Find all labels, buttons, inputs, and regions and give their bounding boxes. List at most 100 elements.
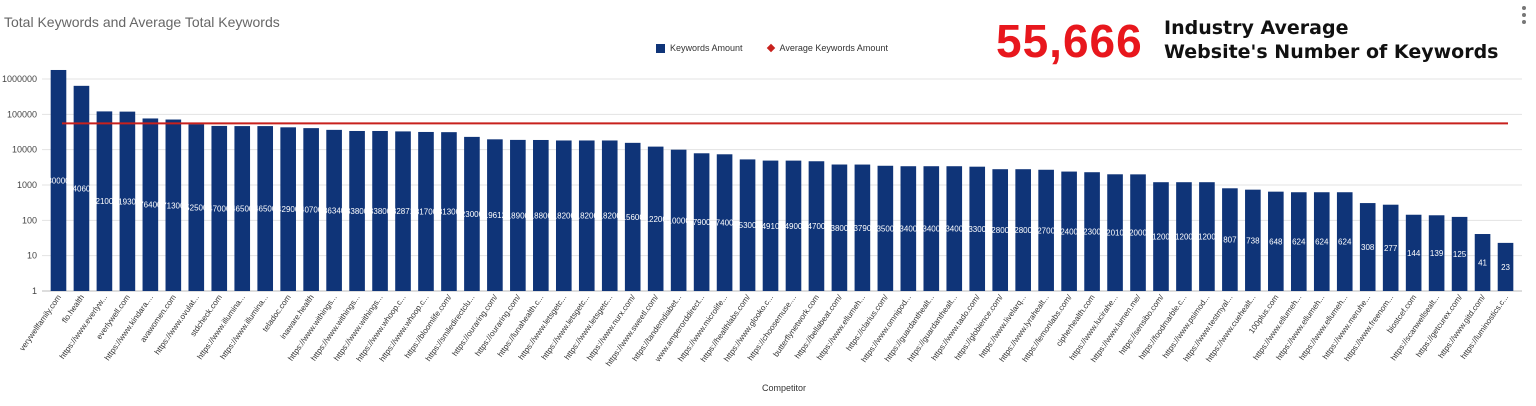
data-label: 308 bbox=[1361, 243, 1375, 252]
bar bbox=[1061, 171, 1077, 291]
bar bbox=[1245, 189, 1261, 291]
legend-label-keywords[interactable]: Keywords Amount bbox=[670, 43, 743, 53]
data-label: 4900 bbox=[785, 222, 803, 231]
data-label: 40700 bbox=[300, 206, 323, 215]
data-label: 32871 bbox=[392, 207, 415, 216]
data-label: 33800 bbox=[369, 207, 392, 216]
bar bbox=[280, 127, 296, 291]
data-label: 2800 bbox=[991, 226, 1009, 235]
data-label: 144 bbox=[1407, 249, 1421, 258]
data-label: 12200 bbox=[645, 215, 668, 224]
chart-title: Total Keywords and Average Total Keyword… bbox=[4, 14, 280, 30]
data-label: 47000 bbox=[208, 204, 231, 213]
bar bbox=[533, 139, 549, 291]
kpi-label: Industry Average Website's Number of Key… bbox=[1164, 16, 1498, 64]
bar bbox=[877, 165, 894, 291]
y-tick-label: 1000 bbox=[17, 180, 37, 190]
bar bbox=[555, 140, 572, 291]
bar bbox=[1107, 174, 1123, 291]
data-label: 3800 bbox=[831, 224, 849, 233]
data-label: 3400 bbox=[922, 225, 940, 234]
data-label: 23000 bbox=[461, 210, 484, 219]
bar bbox=[165, 119, 182, 291]
data-label: 624 bbox=[1315, 238, 1329, 247]
bar bbox=[119, 111, 136, 292]
bar bbox=[762, 160, 779, 291]
data-label: 3500 bbox=[876, 224, 894, 233]
bar bbox=[510, 139, 526, 291]
data-label: 3400 bbox=[899, 225, 917, 234]
bar bbox=[969, 166, 986, 291]
legend-swatch-bars bbox=[656, 43, 665, 53]
bar bbox=[808, 161, 825, 291]
bar bbox=[670, 149, 687, 291]
data-label: 738 bbox=[1246, 236, 1260, 245]
chart-legend: Keywords Amount Average Keywords Amount bbox=[656, 43, 888, 53]
bar bbox=[693, 153, 710, 291]
bar bbox=[601, 140, 618, 291]
data-label: 31700 bbox=[415, 207, 438, 216]
data-label: 52500 bbox=[185, 204, 208, 213]
data-label: 119300 bbox=[114, 197, 141, 206]
bar bbox=[50, 69, 67, 291]
y-tick-label: 1000000 bbox=[2, 74, 37, 84]
kpi-value: 55,666 bbox=[996, 15, 1143, 67]
data-label: 2400 bbox=[1060, 227, 1078, 236]
bar bbox=[1405, 214, 1422, 291]
data-label: 277 bbox=[1384, 244, 1398, 253]
bar bbox=[1428, 215, 1445, 291]
data-label: 7400 bbox=[716, 219, 734, 228]
bar bbox=[1015, 169, 1031, 291]
data-label: 10000 bbox=[668, 216, 691, 225]
data-label: 18200 bbox=[599, 212, 622, 221]
bar bbox=[418, 131, 434, 291]
legend-label-average[interactable]: Average Keywords Amount bbox=[779, 43, 888, 53]
kebab-menu-icon[interactable] bbox=[1519, 6, 1529, 32]
bar bbox=[992, 169, 1009, 291]
bar bbox=[1497, 242, 1514, 291]
bar bbox=[464, 136, 480, 291]
y-tick-label: 1 bbox=[32, 286, 37, 296]
data-label: 1200 bbox=[1175, 233, 1193, 242]
bar bbox=[1268, 191, 1284, 291]
data-label: 2300 bbox=[1083, 228, 1101, 237]
data-label: 42900 bbox=[277, 205, 300, 214]
bar bbox=[923, 166, 940, 291]
data-label: 23 bbox=[1501, 263, 1510, 272]
y-tick-label: 10 bbox=[27, 251, 37, 261]
data-label: 19612 bbox=[484, 211, 507, 220]
bar bbox=[854, 164, 871, 291]
data-label: 18800 bbox=[530, 211, 553, 220]
y-tick-label: 100 bbox=[22, 215, 37, 225]
data-label: 7900 bbox=[693, 218, 711, 227]
bar bbox=[578, 140, 595, 291]
data-label: 18200 bbox=[553, 212, 576, 221]
bar bbox=[624, 142, 641, 291]
data-label: 36340 bbox=[323, 206, 346, 215]
data-label: 2000 bbox=[1129, 229, 1147, 238]
kpi-label-line2: Website's Number of Keywords bbox=[1164, 41, 1499, 63]
data-label: 15600 bbox=[622, 213, 645, 222]
bar bbox=[1313, 192, 1330, 291]
bar bbox=[946, 166, 963, 291]
data-label: 2010 bbox=[1106, 229, 1124, 238]
bar bbox=[1130, 174, 1146, 291]
bar bbox=[441, 132, 457, 291]
bar bbox=[647, 146, 664, 291]
data-label: 3400 bbox=[945, 225, 963, 234]
data-label: 121001 bbox=[91, 197, 118, 206]
bar bbox=[900, 166, 917, 291]
data-label: 2700 bbox=[1037, 226, 1055, 235]
bar bbox=[188, 124, 205, 291]
bar bbox=[142, 118, 159, 291]
data-label: 624 bbox=[1292, 238, 1306, 247]
data-label: 4910 bbox=[762, 222, 780, 231]
x-axis-title: Competitor bbox=[762, 383, 807, 393]
bar bbox=[73, 85, 90, 292]
kpi-label-line1: Industry Average bbox=[1164, 17, 1349, 39]
bar bbox=[1084, 172, 1100, 291]
bar bbox=[1222, 188, 1238, 291]
data-label: 33800 bbox=[346, 207, 369, 216]
data-label: 41 bbox=[1478, 259, 1487, 268]
